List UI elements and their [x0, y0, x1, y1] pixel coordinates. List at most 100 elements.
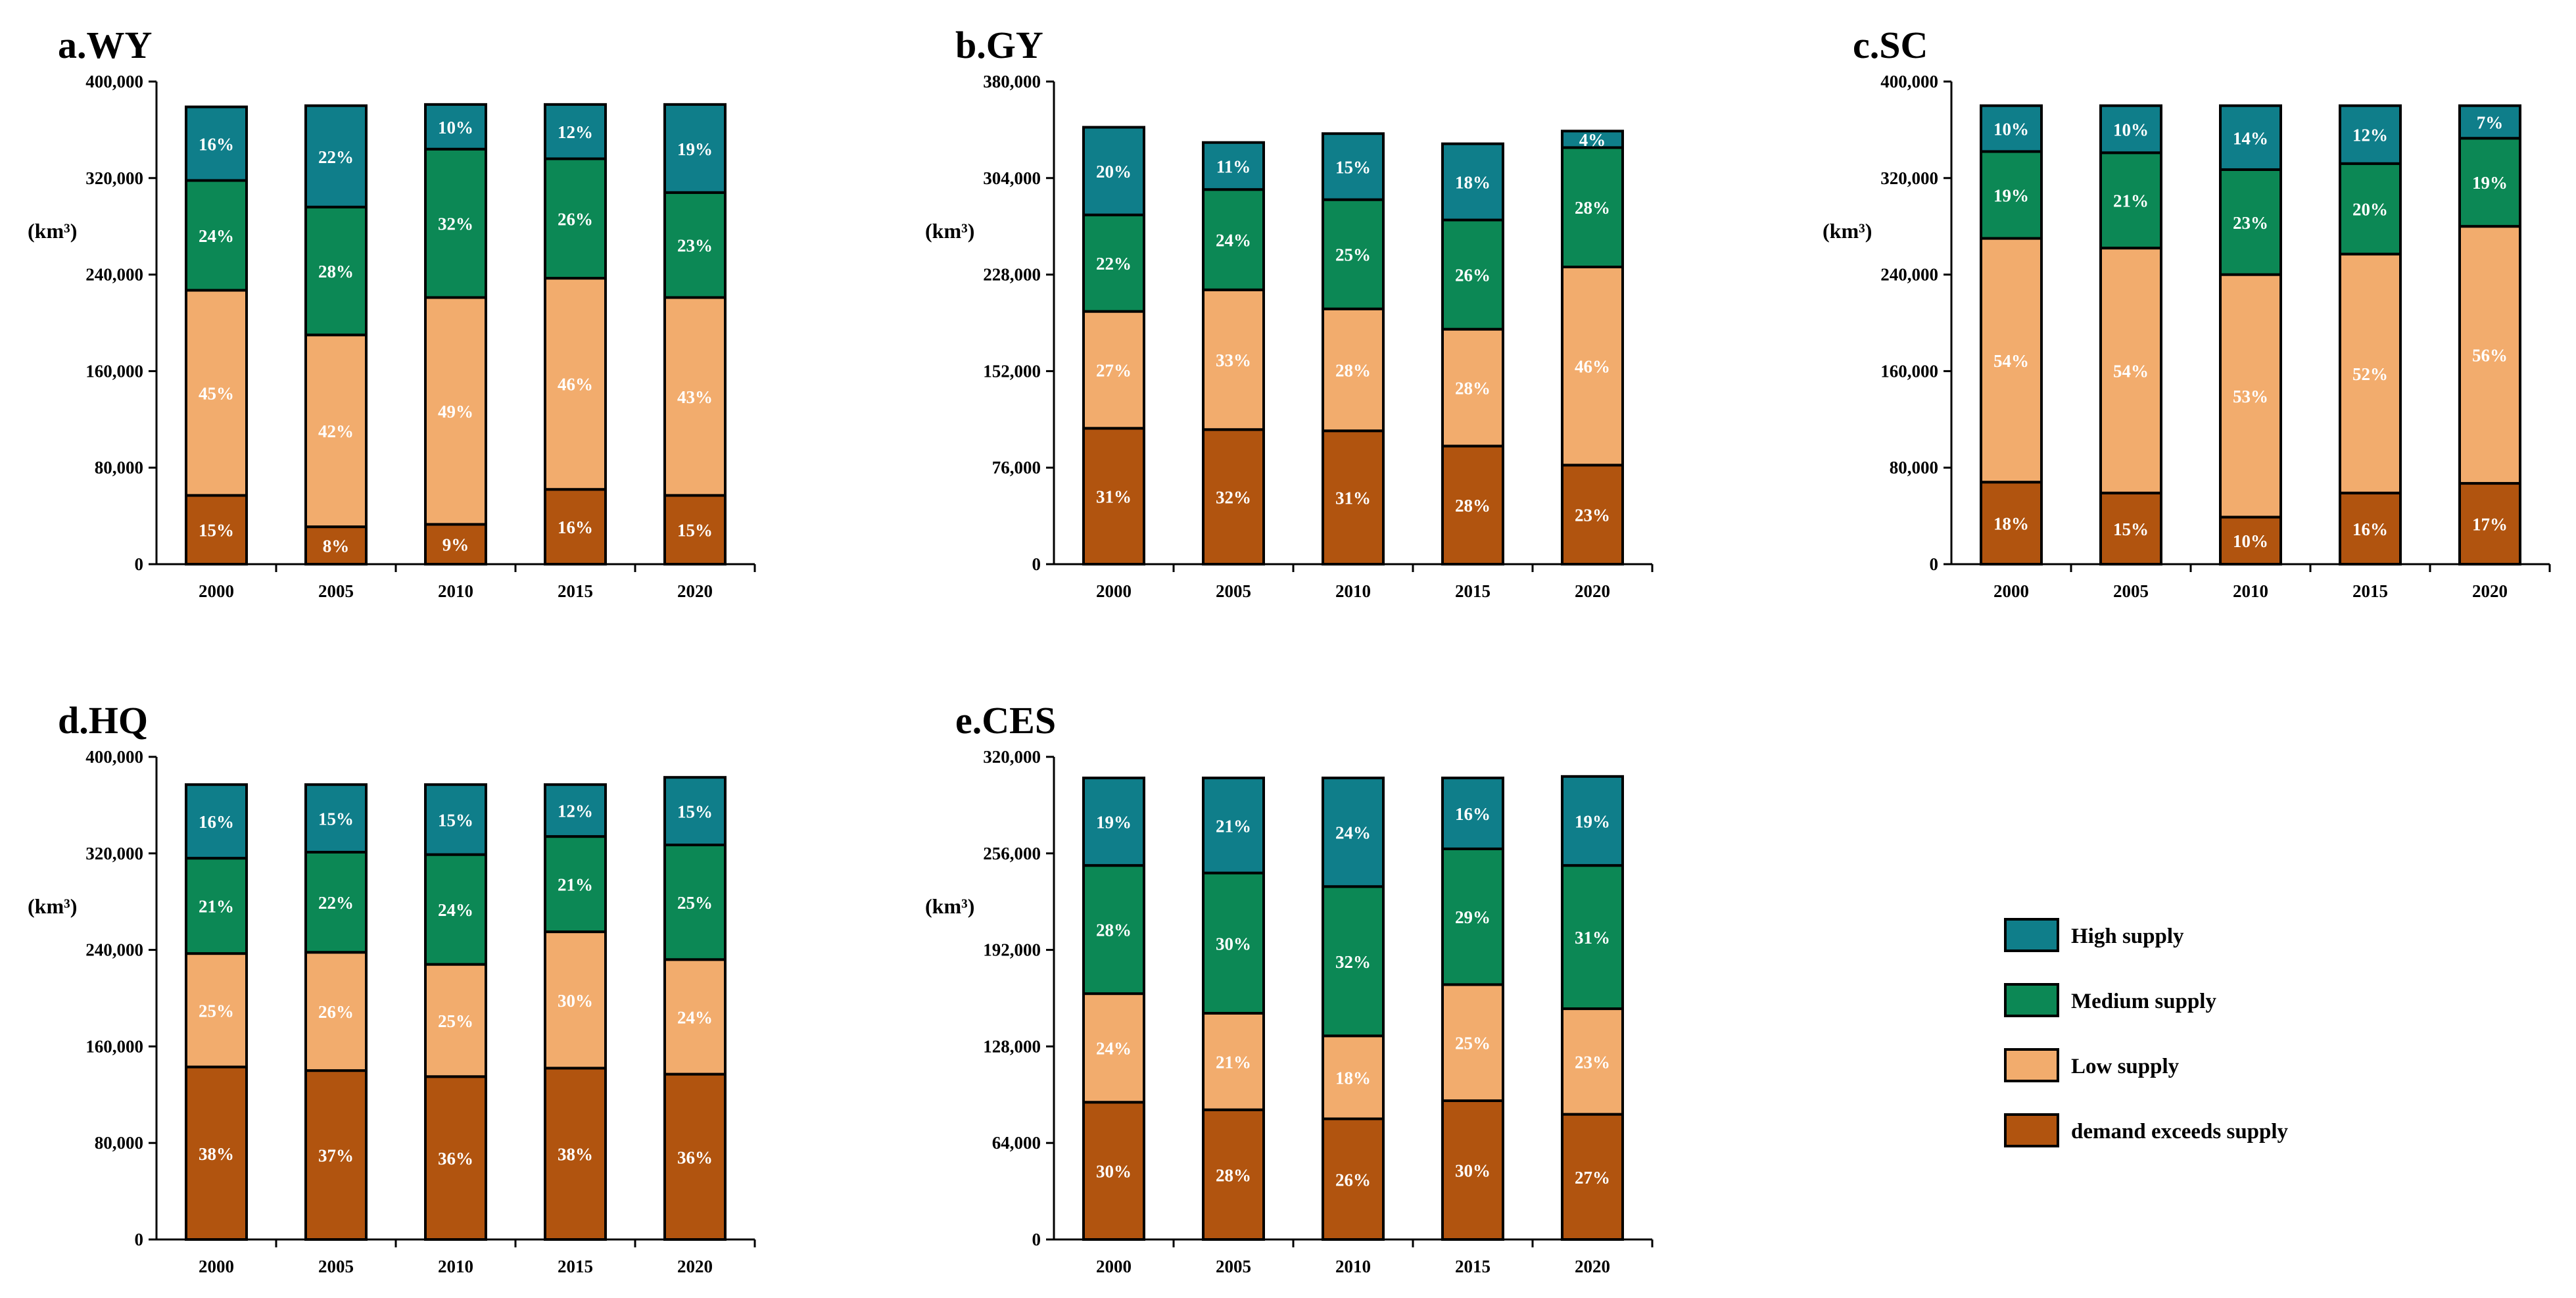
- bar-segment-medium: [1082, 864, 1145, 996]
- x-tick-label: 2010: [438, 1257, 473, 1276]
- x-tick-label: 2005: [1216, 581, 1251, 601]
- chart-panel: a.WY (km³) 15% 45% 24% 16% 2000 8% 42% 28% 22% 2005…: [28, 24, 756, 601]
- x-tick-label: 2000: [199, 581, 234, 601]
- bar-segment-low: [544, 930, 607, 1070]
- bar-segment-label: 45%: [199, 383, 234, 403]
- bar-segment-high: [1082, 126, 1145, 216]
- bar-segment-demand: [1561, 464, 1624, 566]
- legend-swatch-medium: [2004, 983, 2059, 1017]
- bar-segment-label: 32%: [438, 214, 473, 234]
- bar-segment-label: 31%: [1096, 487, 1132, 507]
- bar-segment-label: 46%: [558, 375, 593, 395]
- chart-panel: d.HQ (km³) 38% 25% 21% 16% 2000 37% 26% 22% 15% 200…: [28, 699, 756, 1276]
- bar-segment-label: 15%: [438, 810, 473, 830]
- bar-segment-label: 36%: [438, 1149, 473, 1168]
- bar-segment-low: [1561, 1007, 1624, 1116]
- bar-segment-high: [424, 783, 487, 856]
- bar-segment-label: 24%: [1335, 823, 1371, 843]
- y-tick-label: 80,000: [95, 458, 143, 477]
- bar-segment-high: [1441, 777, 1504, 850]
- bar-segment-low: [1082, 992, 1145, 1104]
- bar-segment-medium: [2219, 168, 2282, 276]
- bar-segment-label: 27%: [1575, 1168, 1610, 1188]
- bar-segment-label: 28%: [1096, 921, 1132, 940]
- y-tick-label: 0: [135, 554, 144, 574]
- bar-segment-label: 16%: [199, 812, 234, 832]
- y-tick-label: 240,000: [85, 940, 143, 960]
- bar-segment-label: 12%: [558, 802, 593, 821]
- bar-segment-low: [2339, 252, 2402, 494]
- bar-segment-medium: [1322, 198, 1385, 310]
- bar-segment-label: 46%: [1575, 357, 1610, 377]
- bar-segment-label: 20%: [1096, 162, 1132, 181]
- bar-segment-high: [304, 783, 368, 853]
- bar-segment-medium: [304, 850, 368, 954]
- bar-segment-label: 28%: [1455, 379, 1491, 398]
- y-tick-label: 0: [1930, 554, 1939, 574]
- legend-label-demand: demand exceeds supply: [2071, 1120, 2289, 1143]
- bar-segment-label: 24%: [1096, 1039, 1132, 1059]
- bar-segment-label: 54%: [2113, 361, 2149, 381]
- chart-panel: c.SC (km³) 18% 54% 19% 10% 2000 15% 54% 21% 10% 200…: [1823, 24, 2551, 601]
- bar-segment-label: 43%: [677, 387, 713, 407]
- bar-segment-high: [2219, 104, 2282, 171]
- bar-segment-label: 12%: [558, 122, 593, 142]
- bar-segment-label: 16%: [199, 135, 234, 155]
- x-tick-label: 2000: [1096, 581, 1132, 601]
- bar-segment-label: 10%: [2233, 531, 2268, 551]
- chart-title: a.WY: [58, 24, 152, 66]
- bar-segment-label: 15%: [677, 802, 713, 822]
- y-axis-unit-label: (km³): [925, 219, 974, 243]
- y-tick-label: 240,000: [1880, 265, 1938, 285]
- legend-item-low: Low supply: [2004, 1048, 2180, 1082]
- bar-segment-label: 8%: [323, 537, 350, 556]
- bar-segment-label: 24%: [199, 226, 234, 246]
- bar-segment-label: 22%: [318, 893, 354, 913]
- bar-segment-label: 42%: [318, 421, 354, 441]
- bar-segment-label: 23%: [677, 236, 713, 256]
- bar-segment-label: 30%: [1096, 1162, 1132, 1182]
- y-tick-label: 256,000: [983, 844, 1041, 863]
- bar-segment-label: 32%: [1335, 952, 1371, 972]
- bar-segment-label: 19%: [1993, 185, 2029, 205]
- bar-segment-low: [1202, 288, 1265, 431]
- bar-segment-label: 19%: [1575, 811, 1610, 831]
- x-tick-label: 2010: [1335, 581, 1371, 601]
- bar-segment-label: 24%: [1216, 230, 1251, 250]
- legend-label-medium: Medium supply: [2071, 990, 2216, 1013]
- bar-segment-demand: [544, 1067, 607, 1241]
- bar-segment-label: 10%: [2113, 120, 2149, 139]
- bar-segment-demand: [304, 1069, 368, 1241]
- bar-segment-label: 24%: [677, 1007, 713, 1027]
- bar-segment-medium: [1441, 847, 1504, 986]
- bar-segment-label: 54%: [1993, 351, 2029, 371]
- bar-segment-demand: [1082, 427, 1145, 565]
- y-tick-label: 152,000: [983, 361, 1041, 381]
- bar-segment-medium: [544, 835, 607, 934]
- y-tick-label: 304,000: [983, 168, 1041, 188]
- bar-segment-medium: [2099, 151, 2162, 250]
- legend: High supply Medium supply Low supply dem…: [2004, 918, 2289, 1147]
- bar-segment-label: 10%: [438, 118, 473, 137]
- bar-segment-medium: [2458, 137, 2521, 228]
- y-axis-unit-label: (km³): [28, 894, 77, 918]
- bar-segment-high: [663, 776, 727, 846]
- bar-segment-low: [2219, 273, 2282, 519]
- bar-segment-label: 31%: [1575, 928, 1610, 948]
- bar-segment-label: 23%: [1575, 1052, 1610, 1072]
- x-tick-label: 2000: [1096, 1257, 1132, 1276]
- chart-title: e.CES: [955, 699, 1056, 742]
- x-tick-label: 2020: [2472, 581, 2508, 601]
- bar-segment-medium: [304, 205, 368, 337]
- chart-title: d.HQ: [58, 699, 148, 742]
- bar-segment-medium: [1561, 146, 1624, 269]
- x-tick-label: 2005: [1216, 1257, 1251, 1276]
- bar-segment-label: 15%: [677, 521, 713, 541]
- bar-segment-label: 15%: [199, 521, 234, 541]
- y-tick-label: 400,000: [1880, 72, 1938, 91]
- bar-segment-label: 26%: [318, 1002, 354, 1022]
- chart-title: b.GY: [955, 24, 1043, 66]
- bar-segment-label: 20%: [2352, 200, 2388, 220]
- x-tick-label: 2015: [1455, 581, 1491, 601]
